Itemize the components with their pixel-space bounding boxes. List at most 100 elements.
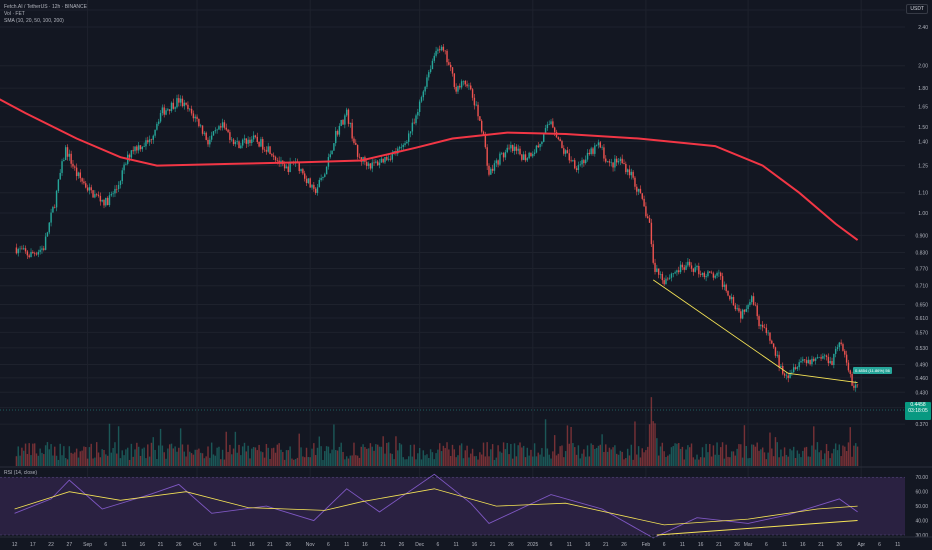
candle <box>511 145 514 152</box>
candle <box>720 272 722 277</box>
volume-bar <box>294 459 297 466</box>
volume-bar <box>119 458 122 466</box>
time-axis-label: Dec <box>415 542 424 548</box>
volume-bar <box>320 446 322 466</box>
volume-bar <box>409 444 412 466</box>
candle <box>840 342 842 345</box>
volume-bar <box>24 443 27 466</box>
volume-bar <box>223 459 226 466</box>
volume-bar <box>313 443 315 466</box>
candle <box>729 295 731 300</box>
volume-bar <box>769 432 771 466</box>
candle <box>674 272 676 274</box>
candle <box>526 158 529 161</box>
candle <box>592 148 594 154</box>
volume-bar <box>251 448 253 466</box>
candle <box>716 273 718 276</box>
volume-bar <box>495 457 498 466</box>
candle <box>428 72 430 78</box>
candle <box>617 161 620 163</box>
candle <box>699 274 702 275</box>
candle <box>24 248 27 252</box>
candle <box>225 127 227 130</box>
volume-bar <box>508 454 510 466</box>
time-axis-label: 12 <box>12 542 18 548</box>
candle <box>572 160 574 162</box>
volume-bar <box>380 446 383 466</box>
candle <box>79 172 81 179</box>
candle <box>767 332 769 334</box>
volume-bar <box>28 443 30 466</box>
candle <box>723 284 726 287</box>
candle <box>342 119 344 125</box>
volume-bar <box>479 452 481 466</box>
candle <box>661 274 664 281</box>
candle <box>679 264 682 273</box>
candle <box>274 156 277 161</box>
candle <box>533 152 536 154</box>
volume-bar <box>606 451 609 466</box>
candle <box>238 141 240 149</box>
candle <box>705 276 707 278</box>
currency-button[interactable]: USDT <box>906 4 928 14</box>
volume-bar <box>756 442 758 466</box>
volume-bar <box>555 455 558 466</box>
price-axis-label: 1.10 <box>918 191 928 197</box>
volume-bar <box>238 444 240 466</box>
candle <box>94 194 96 198</box>
candle <box>192 113 195 119</box>
candle <box>541 141 543 145</box>
candle <box>86 187 89 191</box>
volume-bar <box>342 451 344 466</box>
candle <box>789 372 791 378</box>
volume-bar <box>491 444 494 466</box>
candle <box>371 162 373 169</box>
candle <box>818 357 820 358</box>
candle <box>335 131 337 144</box>
volume-bar <box>701 447 704 466</box>
volume-bar <box>707 452 709 466</box>
candle <box>429 69 432 73</box>
candle <box>95 194 98 195</box>
volume-bar <box>147 444 149 466</box>
volume-bar <box>811 445 813 466</box>
volume-bar <box>754 446 757 466</box>
volume-bar <box>355 455 357 466</box>
volume-bar <box>404 459 406 466</box>
time-axis-label: 16 <box>472 542 478 548</box>
volume-bar <box>335 450 337 466</box>
candle <box>488 165 490 175</box>
price-axis-label: 0.710 <box>915 284 928 290</box>
candle <box>685 265 687 270</box>
volume-bar <box>17 446 19 466</box>
candle <box>256 136 258 142</box>
candle <box>747 304 749 310</box>
volume-bar <box>838 444 841 466</box>
candle <box>21 248 23 250</box>
time-axis-label: 26 <box>621 542 627 548</box>
volume-bar <box>168 444 171 466</box>
volume-bar <box>499 451 501 466</box>
candle <box>345 109 348 116</box>
volume-bar <box>139 455 142 466</box>
candle <box>672 273 674 274</box>
candle <box>539 144 541 148</box>
time-axis-label: 6 <box>765 542 768 548</box>
candle <box>355 142 357 145</box>
volume-bar <box>820 450 822 466</box>
time-axis-label: 26 <box>176 542 182 548</box>
candle <box>833 353 835 365</box>
volume-bar <box>221 449 224 466</box>
volume-bar <box>652 421 654 466</box>
candle <box>791 372 793 373</box>
time-axis-label: 17 <box>30 542 36 548</box>
volume-bar <box>818 452 820 466</box>
candle <box>532 153 534 157</box>
candle <box>212 131 215 136</box>
candle <box>442 46 445 51</box>
volume-bar <box>395 436 397 466</box>
candle <box>783 373 786 376</box>
candle <box>847 362 850 371</box>
rsi-legend: RSI (14, close) <box>4 470 38 476</box>
